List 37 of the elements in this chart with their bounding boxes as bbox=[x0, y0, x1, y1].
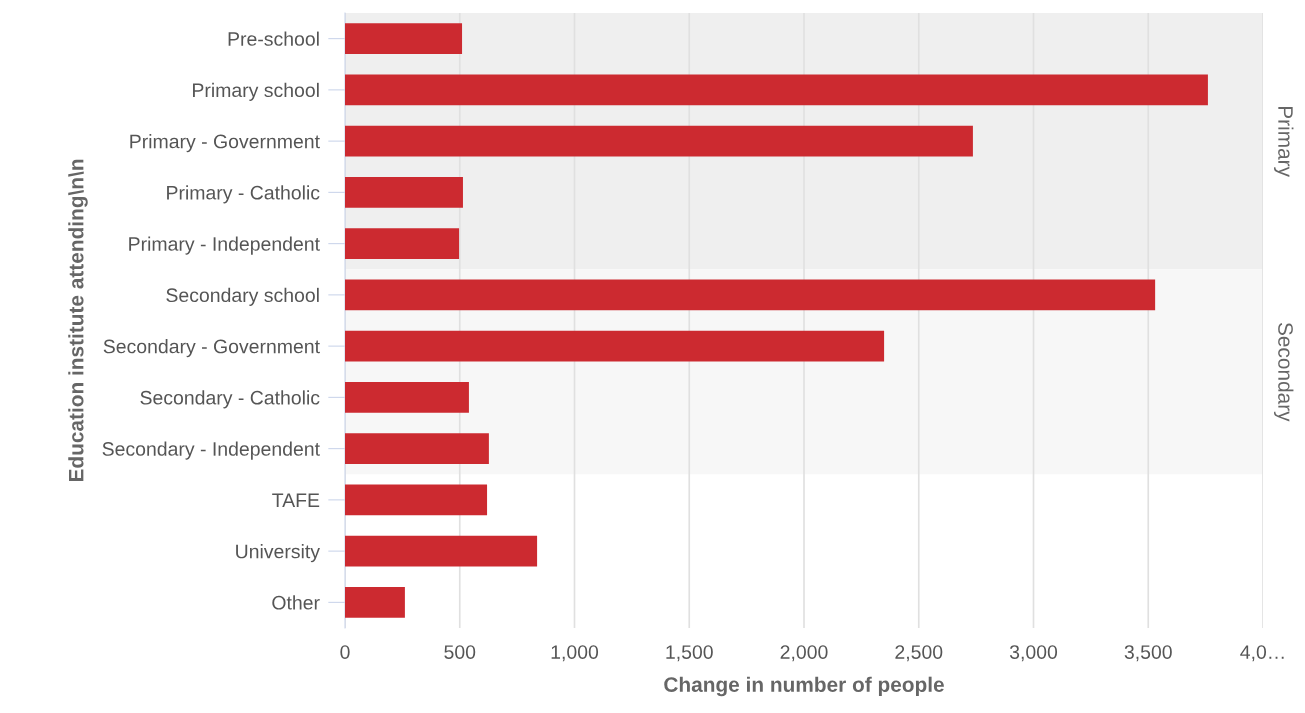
bar bbox=[345, 587, 405, 618]
bar bbox=[345, 23, 463, 54]
bar bbox=[345, 228, 460, 259]
y-axis-title: Education institute attending\n\n bbox=[68, 159, 88, 482]
bar bbox=[345, 382, 469, 413]
x-tick-label: 4,0… bbox=[1240, 645, 1284, 662]
y-tick-label: Primary - Government bbox=[130, 134, 320, 153]
bar bbox=[345, 125, 973, 157]
x-tick-label: 0 bbox=[340, 645, 350, 659]
y-tick-label: Other bbox=[272, 595, 320, 610]
band-label: Primary bbox=[1274, 106, 1294, 177]
y-tick-label: TAFE bbox=[272, 493, 320, 507]
bar bbox=[345, 74, 1208, 106]
bar bbox=[345, 330, 885, 362]
band-label: Secondary bbox=[1274, 322, 1294, 422]
bar bbox=[345, 433, 489, 464]
x-tick-label: 3,500 bbox=[1124, 645, 1172, 662]
y-tick-label: Primary school bbox=[193, 82, 319, 101]
y-tick-label: University bbox=[236, 544, 320, 563]
x-tick-label: 1,000 bbox=[551, 645, 599, 662]
bar bbox=[345, 279, 1156, 311]
y-tick-label: Pre-school bbox=[228, 31, 319, 46]
bar bbox=[345, 177, 463, 208]
x-tick-label: 1,500 bbox=[666, 645, 713, 662]
x-axis-title: Change in number of people bbox=[664, 676, 944, 697]
x-tick-label: 500 bbox=[444, 645, 476, 659]
y-tick-label: Secondary - Independent bbox=[102, 441, 320, 460]
y-tick-label: Secondary - Government bbox=[103, 339, 320, 358]
bar bbox=[345, 535, 538, 567]
x-tick-label: 2,000 bbox=[780, 645, 828, 662]
x-tick-label: 2,500 bbox=[895, 645, 943, 662]
y-tick-label: Primary - Independent bbox=[129, 236, 320, 255]
x-tick-label: 3,000 bbox=[1009, 645, 1058, 662]
bar bbox=[345, 484, 488, 516]
y-tick-label: Secondary school bbox=[166, 287, 319, 306]
y-tick-label: Secondary - Catholic bbox=[140, 390, 320, 409]
y-tick-label: Primary - Catholic bbox=[167, 185, 320, 204]
